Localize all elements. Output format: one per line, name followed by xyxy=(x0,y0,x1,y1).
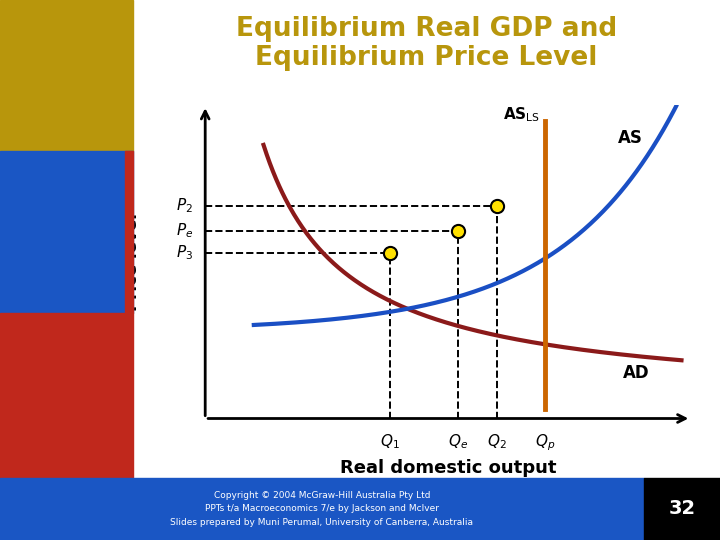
Text: AS$_{\rm LS}$: AS$_{\rm LS}$ xyxy=(503,105,540,124)
Text: AD: AD xyxy=(623,364,649,382)
Point xyxy=(452,226,464,235)
Point xyxy=(491,201,503,210)
Point xyxy=(384,248,396,257)
Text: Copyright © 2004 McGraw-Hill Australia Pty Ltd
PPTs t/a Macroeconomics 7/e by Ja: Copyright © 2004 McGraw-Hill Australia P… xyxy=(171,491,473,526)
Text: Equilibrium Real GDP and
Equilibrium Price Level: Equilibrium Real GDP and Equilibrium Pri… xyxy=(236,16,617,71)
Text: Real domestic output: Real domestic output xyxy=(340,459,557,477)
Text: AS: AS xyxy=(618,129,643,147)
Text: $P_2$: $P_2$ xyxy=(176,196,193,215)
Text: $Q_e$: $Q_e$ xyxy=(448,433,468,451)
Text: $P_e$: $P_e$ xyxy=(176,221,193,240)
Text: $P_3$: $P_3$ xyxy=(176,243,193,262)
Text: $Q_2$: $Q_2$ xyxy=(487,433,507,451)
Text: Price level: Price level xyxy=(123,213,141,311)
Text: $Q_p$: $Q_p$ xyxy=(535,433,556,453)
Text: $Q_1$: $Q_1$ xyxy=(380,433,400,451)
Text: 32: 32 xyxy=(669,500,696,518)
